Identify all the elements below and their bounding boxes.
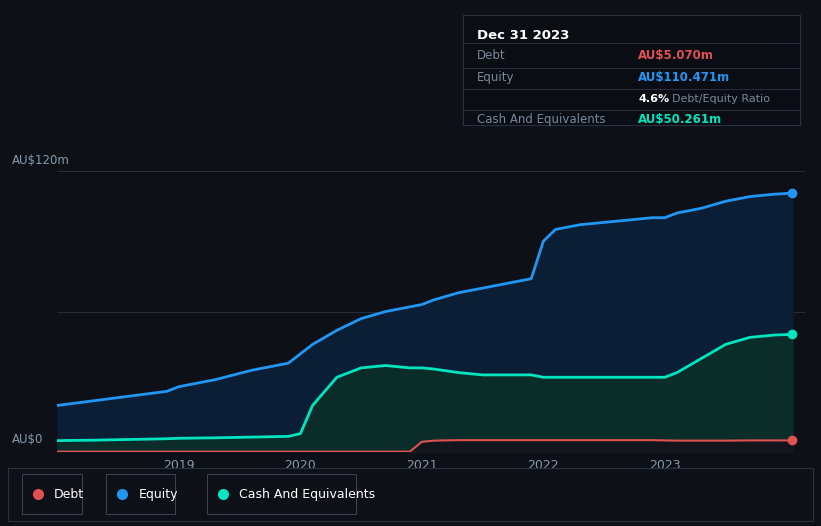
Text: Cash And Equivalents: Cash And Equivalents [476, 113, 605, 126]
Text: Equity: Equity [476, 71, 514, 84]
Text: 4.6%: 4.6% [638, 94, 669, 104]
Text: Dec 31 2023: Dec 31 2023 [476, 29, 569, 42]
Text: AU$0: AU$0 [12, 433, 44, 446]
Text: AU$50.261m: AU$50.261m [638, 113, 722, 126]
Text: Equity: Equity [139, 488, 178, 501]
Text: Debt/Equity Ratio: Debt/Equity Ratio [672, 94, 770, 104]
Text: Cash And Equivalents: Cash And Equivalents [239, 488, 375, 501]
Text: Debt: Debt [54, 488, 85, 501]
Text: AU$110.471m: AU$110.471m [638, 71, 730, 84]
Text: Debt: Debt [476, 49, 505, 62]
Text: AU$120m: AU$120m [12, 154, 70, 167]
Text: AU$5.070m: AU$5.070m [638, 49, 714, 62]
